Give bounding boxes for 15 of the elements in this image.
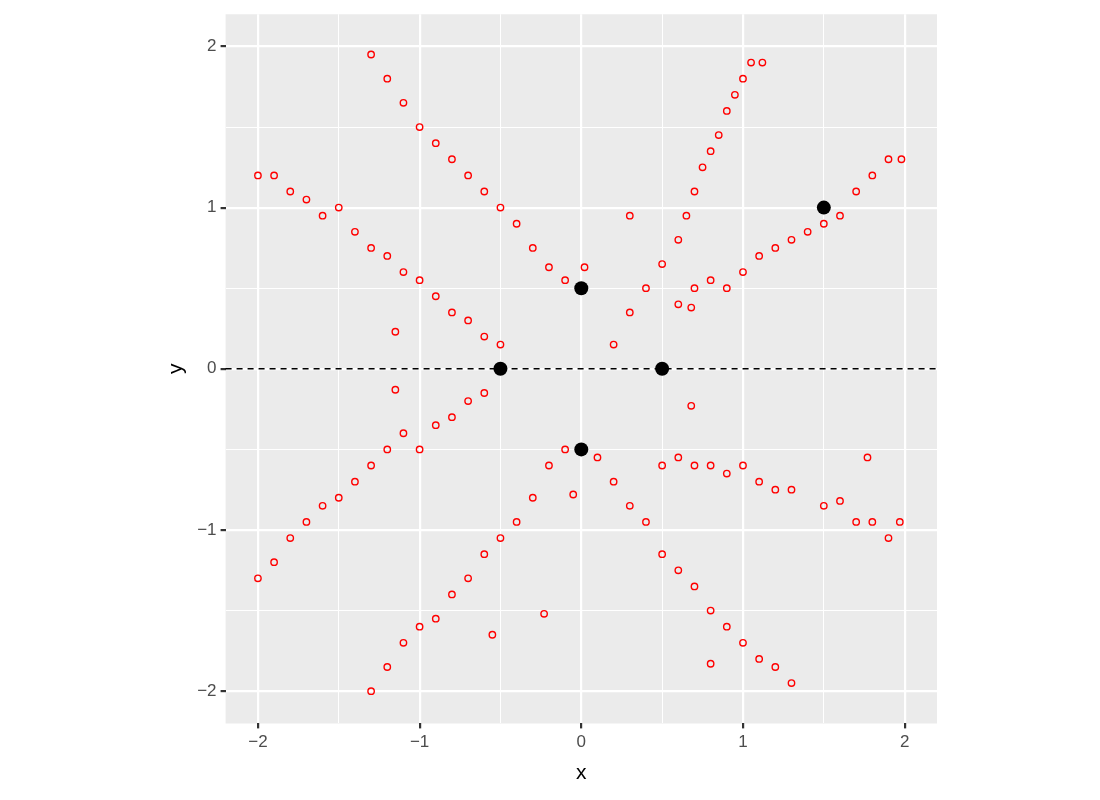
y-tick-label: 1 [207,197,217,217]
y-tick-label: 2 [207,36,217,56]
y-tick-label: 0 [207,358,217,378]
point [574,281,589,296]
y-tick-label: −1 [197,519,217,539]
x-axis-title: x [576,760,588,784]
x-tick-label: −1 [409,732,430,752]
x-tick-label: 2 [899,732,910,752]
x-tick-label: 1 [738,732,748,752]
y-axis-title: y [163,363,187,375]
x-tick-label: −2 [248,732,268,752]
point [574,442,589,457]
x-tick-label: 0 [576,732,587,752]
y-tick-label: −2 [197,680,217,700]
point [816,200,831,215]
